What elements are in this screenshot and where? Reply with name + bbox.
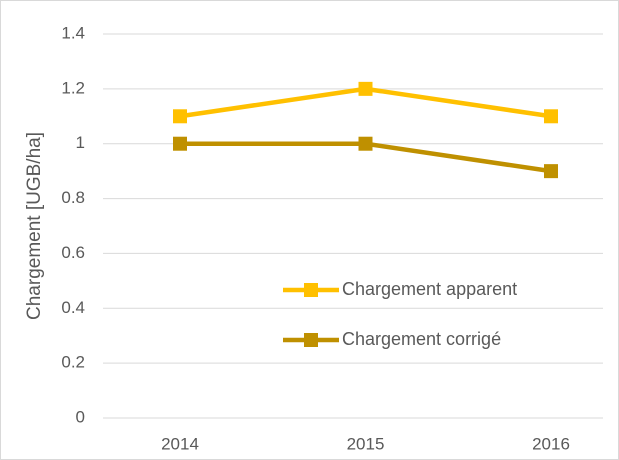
point-marker — [173, 109, 187, 124]
legend-label: Chargement corrigé — [342, 329, 501, 349]
point-marker — [544, 109, 558, 124]
y-axis-label: Chargement [UGB/ha] — [24, 132, 45, 320]
legend-label: Chargement apparent — [342, 279, 517, 299]
point-marker — [544, 164, 558, 179]
x-tick-label: 2014 — [161, 434, 199, 453]
y-tick-label: 0.6 — [61, 243, 85, 262]
y-tick-label: 0.8 — [61, 188, 85, 207]
point-marker — [173, 136, 187, 151]
point-marker — [358, 136, 373, 151]
y-tick-label: 0 — [76, 407, 85, 426]
x-tick-label: 2015 — [347, 434, 385, 453]
legend-marker — [304, 283, 318, 297]
point-marker — [358, 81, 373, 96]
x-tick-label: 2016 — [532, 434, 570, 453]
y-tick-label: 1 — [76, 133, 85, 152]
y-tick-label: 1.2 — [61, 78, 85, 97]
y-tick-label: 0.4 — [61, 298, 85, 317]
y-tick-label: 0.2 — [61, 353, 85, 372]
legend-marker — [304, 333, 318, 347]
y-tick-label: 1.4 — [61, 23, 85, 42]
